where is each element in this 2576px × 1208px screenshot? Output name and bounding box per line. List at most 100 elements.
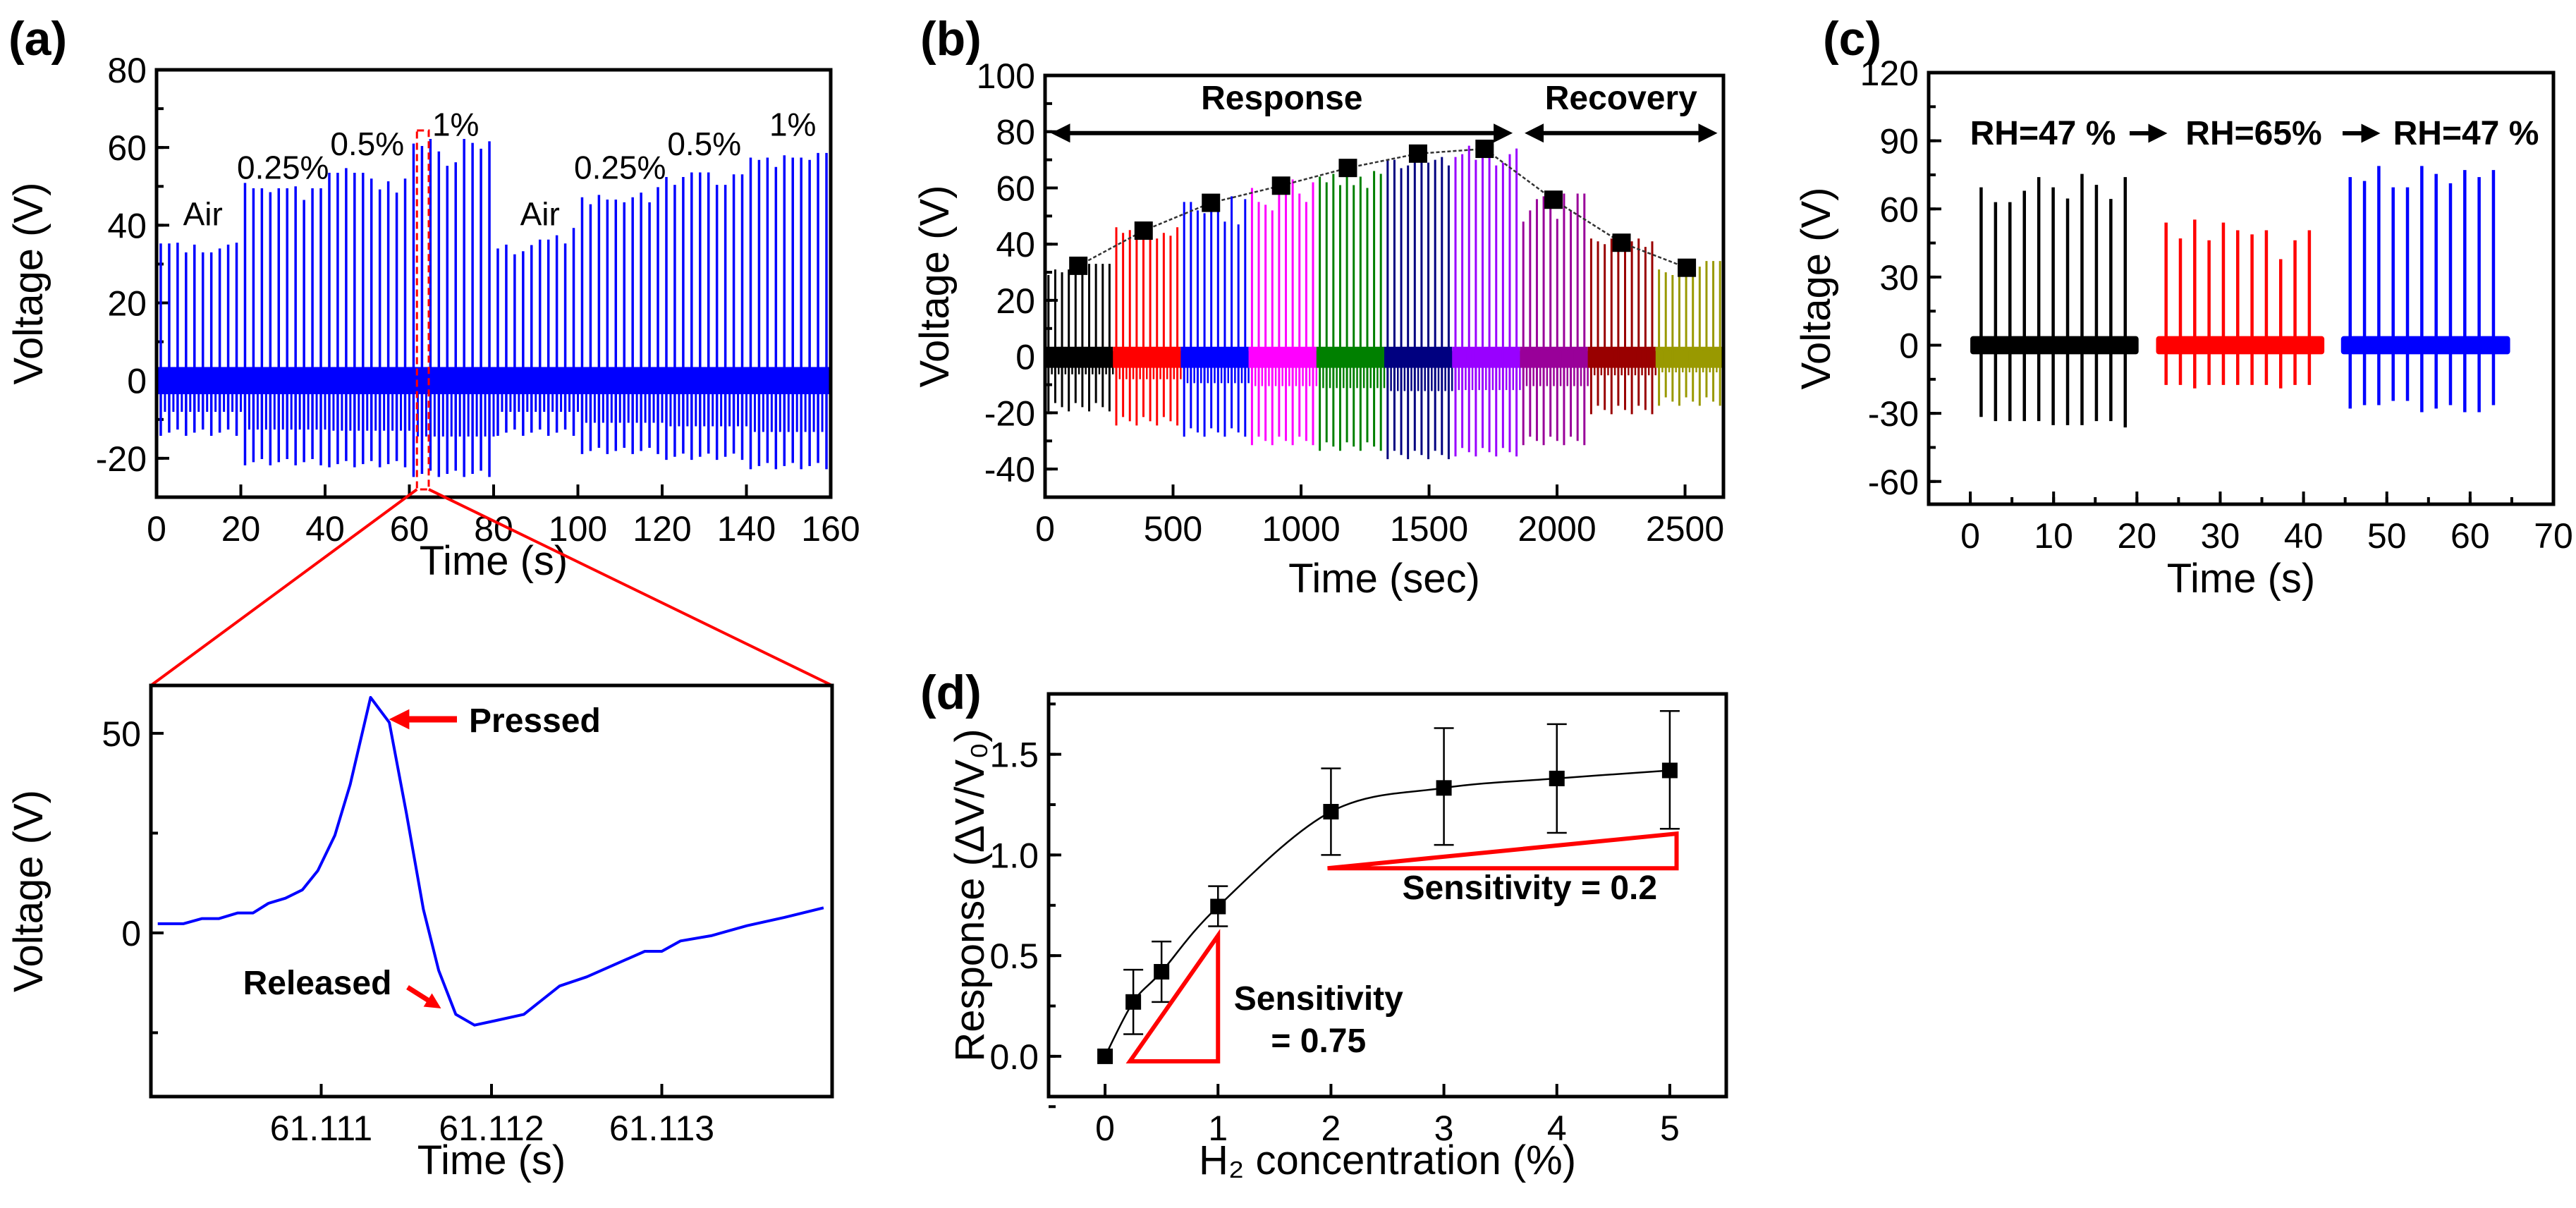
y-axis-label: Voltage (V) (912, 185, 958, 388)
x-tick-label: 60 (2450, 516, 2490, 556)
panel-label-c: (c) (1823, 12, 1881, 66)
peak-marker (1678, 258, 1697, 277)
peak-marker (1202, 193, 1221, 212)
y-tick-label: 100 (977, 56, 1035, 96)
data-point (1125, 994, 1142, 1010)
x-axis-label: Time (s) (417, 1137, 566, 1183)
axes: 61.111 61.112 61.113 0 50 Time (s) Voltage (V) (6, 714, 714, 1183)
segment-2 (1180, 196, 1250, 437)
baseline-noise-band (2340, 336, 2510, 355)
x-tick-label: 61.111 (270, 1109, 373, 1148)
y-tick-label: -30 (1868, 394, 1919, 434)
y-tick-label: 1.5 (989, 736, 1039, 775)
data-point (1154, 963, 1170, 980)
x-tick-label: 40 (305, 509, 345, 549)
segment-label: 0.5% (667, 126, 741, 162)
peak-marker (1408, 144, 1427, 163)
segment-8 (1587, 238, 1657, 415)
y-tick-label: 60 (1879, 190, 1919, 229)
condition-0 (1970, 173, 2139, 428)
plot-frame (154, 68, 833, 499)
x-tick-label: 0 (1095, 1109, 1115, 1148)
slope-triangle-high (1327, 831, 1679, 871)
x-tick-label: 3 (1434, 1109, 1454, 1148)
data-point (1323, 804, 1339, 820)
segment-label: 1% (432, 106, 479, 143)
axes: 0 1 2 3 4 5 0.0 0.5 1.0 1.5 H₂ concentration (%) Re… (947, 702, 1680, 1183)
x-tick-label: 5 (1660, 1109, 1680, 1148)
x-tick-label: 60 (390, 509, 429, 549)
sensitivity-label-high: Sensitivity = 0.2 (1403, 870, 1658, 907)
y-tick-label: -40 (984, 450, 1035, 489)
condition-2 (2340, 166, 2510, 413)
y-tick-label: 120 (1860, 54, 1919, 93)
x-tick-label: 20 (2118, 516, 2157, 556)
segment-label: 0.5% (330, 126, 404, 162)
segment-4 (1316, 168, 1386, 451)
plot-frame (149, 683, 834, 1099)
axes: 0 500 1000 1500 2000 2500 -40 -20 0 20 40 60 80 100 Ti… (912, 56, 1724, 602)
signal (157, 139, 832, 477)
voltage-trace (157, 696, 824, 1027)
y-axis-label: Voltage (V) (6, 790, 51, 992)
segment-7 (1520, 193, 1589, 446)
y-tick-label: 0.0 (989, 1037, 1039, 1077)
panel-b-chart: 0 500 1000 1500 2000 2500 -40 -20 0 20 40 60 80 100 Ti… (912, 56, 1726, 602)
y-tick-label: 90 (1879, 122, 1919, 161)
y-tick-label: 0 (121, 914, 141, 953)
x-tick-label: 1500 (1390, 509, 1468, 549)
x-tick-label: 40 (2284, 516, 2324, 556)
panel-label-b: (b) (920, 12, 982, 66)
x-tick-label: 0 (1960, 516, 1980, 556)
x-tick-label: 50 (2367, 516, 2407, 556)
x-tick-label: 1 (1208, 1109, 1228, 1148)
y-tick-label: 0 (1899, 327, 1919, 366)
y-tick-label: 50 (102, 714, 141, 754)
x-tick-label: 160 (801, 509, 860, 549)
data-point (1549, 770, 1565, 786)
y-tick-label: 1.0 (989, 836, 1039, 875)
data-point (1210, 898, 1226, 915)
x-tick-label: 2 (1321, 1109, 1341, 1148)
phase-label: Recovery (1545, 80, 1697, 117)
x-tick-label: 20 (221, 509, 261, 549)
peak-marker (1271, 176, 1290, 195)
segment-label: Air (183, 195, 223, 232)
y-axis-label: Voltage (V) (1793, 188, 1839, 390)
x-axis-label: H₂ concentration (%) (1199, 1137, 1576, 1183)
x-tick-label: 140 (717, 509, 776, 549)
data-point (1097, 1048, 1113, 1064)
zoom-connector-left (149, 488, 418, 687)
panel-c-chart: 0 10 20 30 40 50 60 70 -60 -30 0 30 60 90 120 Time (s) V… (1793, 54, 2573, 602)
x-tick-label: 500 (1144, 509, 1202, 549)
peak-marker (1612, 233, 1631, 252)
slope-triangle-low (1125, 929, 1221, 1064)
x-tick-label: 0 (1035, 509, 1055, 549)
y-tick-label: 80 (996, 113, 1035, 152)
segment-9 (1655, 261, 1725, 406)
condition-label: RH=47 % (2393, 115, 2539, 152)
x-tick-label: 61.112 (439, 1109, 544, 1148)
plot-frame (1046, 692, 1728, 1099)
data-point (1436, 780, 1452, 796)
y-tick-label: 40 (996, 225, 1035, 264)
y-tick-label: 0 (127, 362, 147, 401)
y-tick-label: 30 (1879, 258, 1919, 298)
y-tick-label: 80 (107, 51, 147, 90)
peak-marker (1338, 159, 1357, 178)
segment-label: 1% (769, 106, 816, 143)
condition-label: RH=47 % (1970, 115, 2116, 152)
x-tick-label: 1000 (1262, 509, 1340, 549)
y-tick-label: 0.5 (989, 936, 1039, 976)
y-axis-label: Response (ΔV/V₀) (947, 728, 993, 1061)
y-tick-label: 60 (996, 169, 1035, 208)
axes: 0 10 20 30 40 50 60 70 -60 -30 0 30 60 90 120 Time (s) V… (1793, 54, 2573, 602)
released-arrow-icon (406, 985, 441, 1008)
x-tick-label: 100 (549, 509, 607, 549)
zoom-window-box (415, 129, 430, 491)
x-tick-label: 120 (633, 509, 691, 549)
segment-3 (1248, 179, 1318, 446)
x-tick-label: 0 (147, 509, 166, 549)
